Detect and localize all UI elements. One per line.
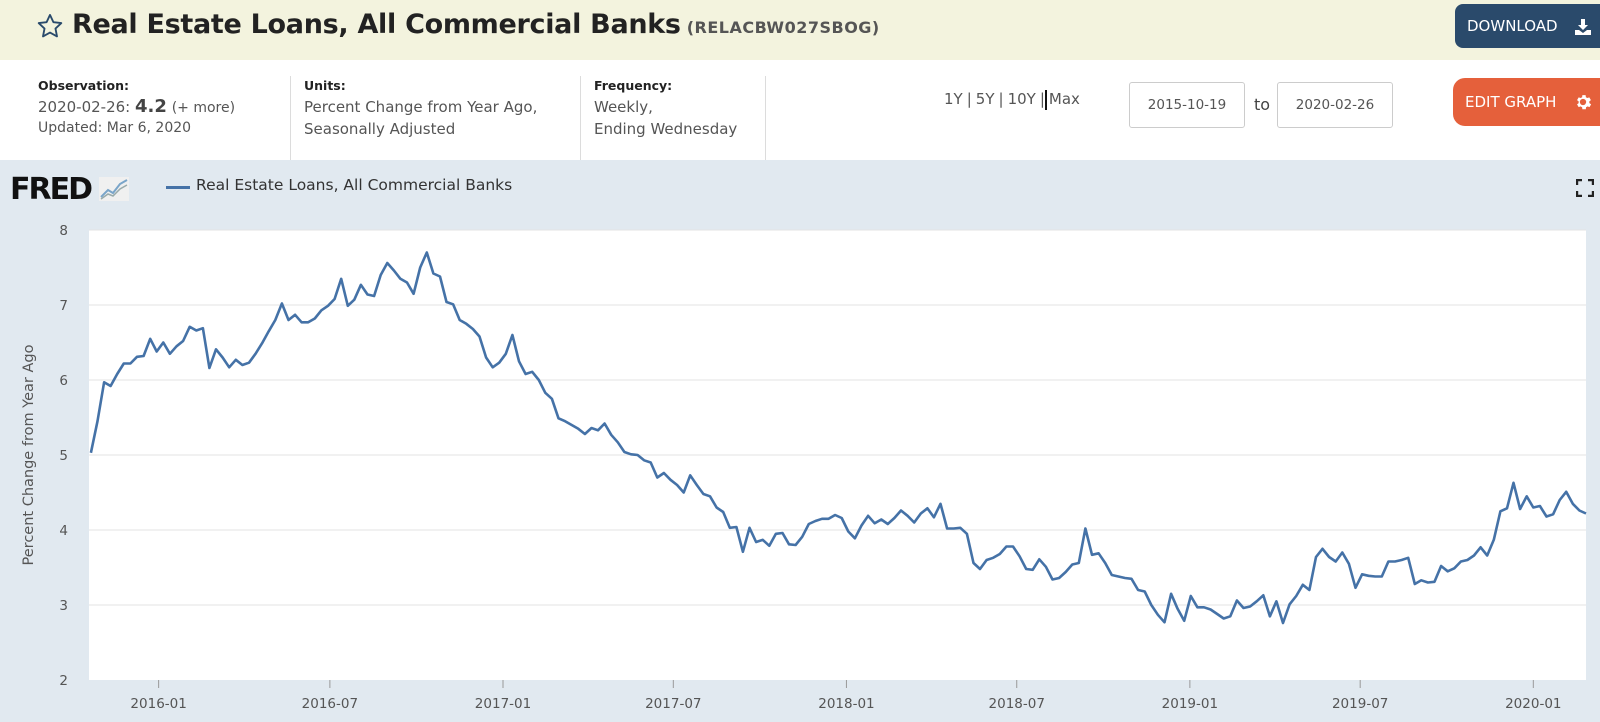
x-tick-label: 2020-01	[1505, 696, 1561, 712]
series-id: (RELACBW027SBOG)	[686, 18, 880, 37]
text-cursor	[1045, 90, 1047, 110]
title-bar: Real Estate Loans, All Commercial Banks (…	[0, 0, 1600, 60]
frequency-label: Frequency:	[594, 78, 673, 93]
y-tick-label: 4	[59, 523, 68, 539]
legend-label: Real Estate Loans, All Commercial Banks	[196, 176, 513, 194]
x-tick-label: 2016-01	[130, 696, 186, 712]
units-line1: Percent Change from Year Ago,	[304, 98, 538, 116]
x-tick-label: 2019-07	[1332, 696, 1388, 712]
legend-swatch	[166, 186, 190, 189]
range-separator: |	[966, 90, 972, 108]
end-date-input[interactable]	[1277, 82, 1393, 128]
range-1y[interactable]: 1Y	[944, 90, 963, 108]
range-separator: |	[1039, 90, 1045, 108]
frequency-line1: Weekly,	[594, 98, 653, 116]
line-chart: 2 3 4 5 6 7 8 2016-01 2016-07 2017-01 2017-07 2018-…	[21, 223, 1587, 712]
updated-date: Updated: Mar 6, 2020	[38, 120, 192, 136]
observation-block: Observation: 2020-02-26: 4.2 (+ more) Up…	[38, 78, 235, 136]
divider	[290, 76, 291, 160]
divider	[765, 76, 766, 160]
page-title: Real Estate Loans, All Commercial Banks (…	[72, 9, 880, 40]
range-separator: |	[998, 90, 1004, 108]
start-date-input[interactable]	[1129, 82, 1245, 128]
y-tick-label: 6	[59, 373, 68, 389]
x-tick-label: 2018-01	[818, 696, 874, 712]
y-tick-label: 2	[59, 673, 68, 689]
range-selector: 1Y | 5Y | 10Y | Max	[944, 90, 1080, 108]
y-tick-label: 5	[59, 448, 68, 464]
y-tick-label: 8	[59, 223, 68, 239]
x-tick-label: 2019-01	[1162, 696, 1218, 712]
x-tick-label: 2018-07	[989, 696, 1045, 712]
gear-icon	[1577, 95, 1592, 110]
y-axis-label: Percent Change from Year Ago	[21, 344, 37, 565]
range-10y[interactable]: 10Y	[1007, 90, 1036, 108]
series-line	[89, 251, 1587, 625]
download-icon	[1575, 19, 1591, 35]
observation-value: 4.2	[135, 96, 167, 117]
observation-date: 2020-02-26:	[38, 98, 131, 116]
edit-graph-label: EDIT GRAPH	[1465, 93, 1557, 111]
x-tick-label: 2017-01	[475, 696, 531, 712]
divider	[580, 76, 581, 160]
x-tick-label: 2017-07	[645, 696, 701, 712]
chart-panel: FRED Real Estate Loans, All Commercial B…	[0, 160, 1600, 722]
y-tick-label: 7	[59, 298, 68, 314]
star-outline-icon[interactable]	[36, 12, 64, 40]
fullscreen-icon[interactable]	[1576, 179, 1594, 197]
units-line2: Seasonally Adjusted	[304, 120, 456, 138]
more-observations-link[interactable]: (+ more)	[171, 100, 236, 116]
x-tick-label: 2016-07	[302, 696, 358, 712]
fred-logo: FRED	[10, 172, 130, 207]
frequency-block: Frequency: Weekly, Ending Wednesday	[594, 78, 737, 140]
download-button[interactable]: DOWNLOAD	[1455, 4, 1600, 48]
units-label: Units:	[304, 78, 346, 93]
series-title: Real Estate Loans, All Commercial Banks	[72, 9, 681, 40]
observation-label: Observation:	[38, 78, 129, 93]
range-5y[interactable]: 5Y	[975, 90, 995, 108]
units-block: Units: Percent Change from Year Ago, Seas…	[304, 78, 537, 140]
to-label: to	[1254, 95, 1271, 114]
y-tick-label: 3	[59, 598, 68, 614]
frequency-line2: Ending Wednesday	[594, 120, 738, 138]
fred-logo-text: FRED	[10, 172, 93, 207]
download-label: DOWNLOAD	[1467, 17, 1558, 35]
chart-trend-icon	[99, 177, 130, 201]
range-max[interactable]: Max	[1048, 90, 1080, 108]
edit-graph-button[interactable]: EDIT GRAPH	[1453, 78, 1600, 126]
